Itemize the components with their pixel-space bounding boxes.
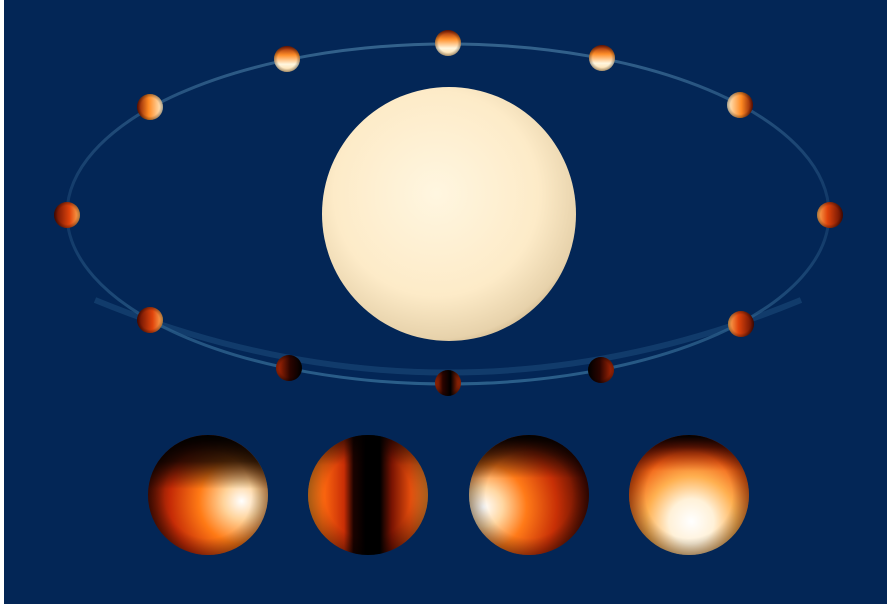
heat-map-4: [629, 435, 749, 555]
host-star: [322, 87, 576, 341]
orbit-planets: [54, 30, 843, 396]
heat-map-2: [308, 435, 428, 555]
heat-maps-row: [148, 435, 749, 555]
heat-map-3: [469, 435, 589, 555]
heat-map-1: [148, 435, 268, 555]
